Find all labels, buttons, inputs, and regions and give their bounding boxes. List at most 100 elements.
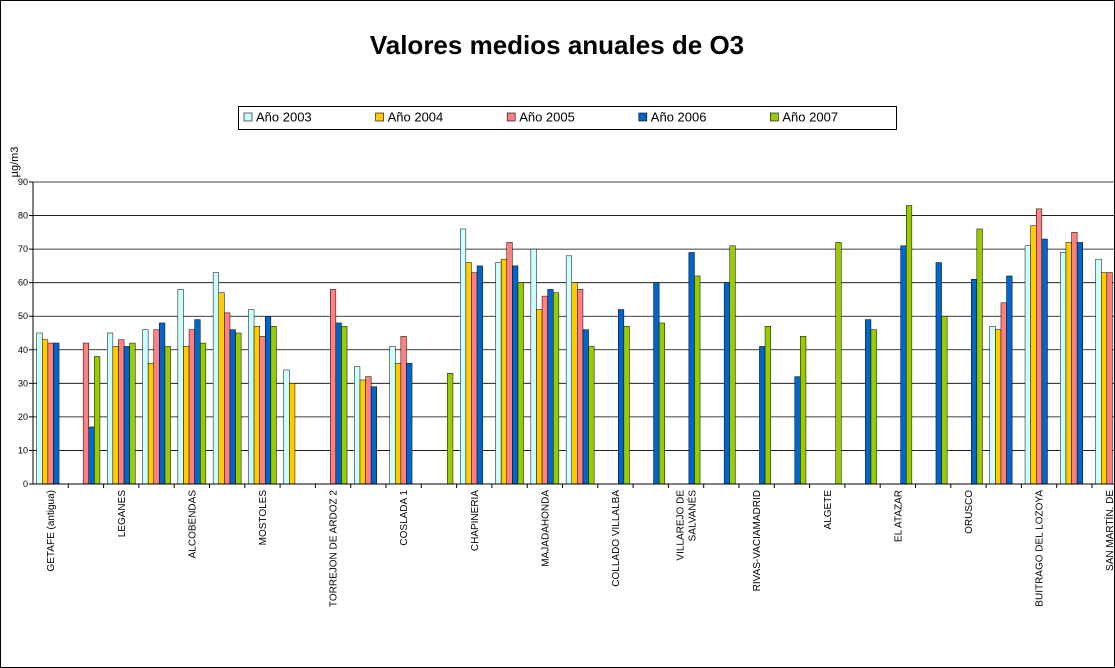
- bar: [400, 336, 407, 485]
- bar: [588, 346, 595, 485]
- x-tick-label: ORUSCO: [964, 490, 975, 534]
- legend-label: Año 2006: [651, 110, 707, 125]
- y-tick-label: 50: [18, 311, 28, 321]
- x-tick-label: RIVAS-VACIAMADRID: [752, 490, 763, 591]
- x-tick-label: BUITRAGO DEL LOZOYA: [1035, 490, 1046, 607]
- bar: [764, 326, 771, 485]
- bar: [976, 228, 983, 485]
- bar: [283, 369, 290, 485]
- bar: [553, 292, 560, 485]
- bar: [465, 262, 472, 485]
- bar: [835, 242, 842, 485]
- bar: [259, 336, 266, 485]
- bar: [118, 339, 125, 485]
- bar: [224, 312, 231, 485]
- bar: [365, 376, 372, 485]
- legend-swatch: [770, 112, 779, 122]
- bar: [547, 289, 554, 485]
- bar: [218, 292, 225, 485]
- bar: [1024, 245, 1031, 485]
- x-tick-label: EL ATAZAR: [893, 490, 904, 542]
- bar: [935, 262, 942, 485]
- bar: [500, 258, 507, 485]
- bar: [129, 342, 136, 485]
- x-tick-label: VILLAREJO DESALVANÉS: [676, 490, 699, 561]
- bar: [447, 373, 454, 485]
- bar: [900, 245, 907, 485]
- bar: [495, 262, 502, 485]
- x-tick-label: TORREJON DE ARDOZ 2: [329, 490, 340, 607]
- bar: [253, 326, 260, 485]
- legend-label: Año 2005: [519, 110, 575, 125]
- bar: [188, 329, 195, 485]
- bar: [941, 315, 948, 485]
- bar: [577, 289, 584, 485]
- bar: [530, 248, 537, 485]
- bar: [1060, 252, 1067, 485]
- bar: [235, 332, 242, 485]
- x-tick-label: ALGETE: [823, 490, 834, 530]
- legend-swatch: [243, 112, 253, 122]
- x-tick-label: LEGANES: [117, 490, 128, 538]
- y-tick-label: 80: [18, 211, 28, 221]
- bar: [476, 265, 483, 485]
- bar: [354, 366, 361, 485]
- bar: [1106, 272, 1113, 485]
- bar: [658, 322, 666, 485]
- bar: [200, 342, 207, 485]
- bar: [53, 342, 60, 485]
- y-tick-label: 40: [18, 345, 28, 355]
- x-tick-label: MAJADAHONDA: [540, 490, 551, 567]
- bar: [153, 329, 160, 485]
- bar: [406, 362, 413, 485]
- x-tick-label: COSLADA 1: [399, 490, 410, 546]
- bar: [565, 255, 573, 485]
- bar: [147, 362, 154, 485]
- bar: [389, 346, 396, 485]
- bar: [517, 282, 524, 485]
- bar: [536, 309, 543, 485]
- y-axis-label: µg/m3: [9, 147, 21, 178]
- x-tick-label: ALCOBENDAS: [187, 490, 198, 559]
- bar: [194, 319, 201, 485]
- x-tick-label: MOSTOLES: [258, 490, 269, 546]
- bar: [1095, 258, 1102, 485]
- bar: [142, 329, 149, 485]
- bar: [694, 275, 701, 485]
- legend-swatch: [638, 112, 648, 122]
- bar: [723, 282, 731, 485]
- bar: [906, 205, 913, 485]
- bar: [1030, 225, 1037, 485]
- bar: [1071, 232, 1078, 485]
- bar: [88, 426, 95, 485]
- bar: [582, 329, 589, 485]
- bar: [123, 346, 130, 485]
- bar: [177, 289, 184, 485]
- bar: [289, 383, 296, 485]
- legend-label: Año 2004: [388, 110, 444, 125]
- bar: [112, 346, 119, 485]
- x-tick-label: GETAFE (antigua): [46, 490, 57, 572]
- bar: [1006, 275, 1013, 485]
- bar: [359, 379, 366, 485]
- x-tick-label: CHAPINERIA: [470, 490, 481, 551]
- bar: [1076, 242, 1084, 485]
- bar: [571, 282, 578, 485]
- x-tick-label: SAN MARTÍN. DE: [1103, 490, 1115, 571]
- bar: [335, 322, 342, 485]
- bar: [623, 326, 630, 485]
- bar: [471, 272, 478, 485]
- bar: [653, 282, 660, 485]
- bar: [107, 332, 114, 485]
- bar: [729, 245, 736, 485]
- bar: [618, 309, 625, 485]
- bar: [265, 315, 272, 485]
- bar: [330, 289, 337, 485]
- y-tick-label: 90: [18, 177, 28, 187]
- bar: [395, 362, 402, 485]
- bar: [42, 339, 49, 485]
- y-tick-label: 0: [23, 479, 28, 489]
- legend-frame: [238, 106, 897, 130]
- bar: [971, 279, 978, 485]
